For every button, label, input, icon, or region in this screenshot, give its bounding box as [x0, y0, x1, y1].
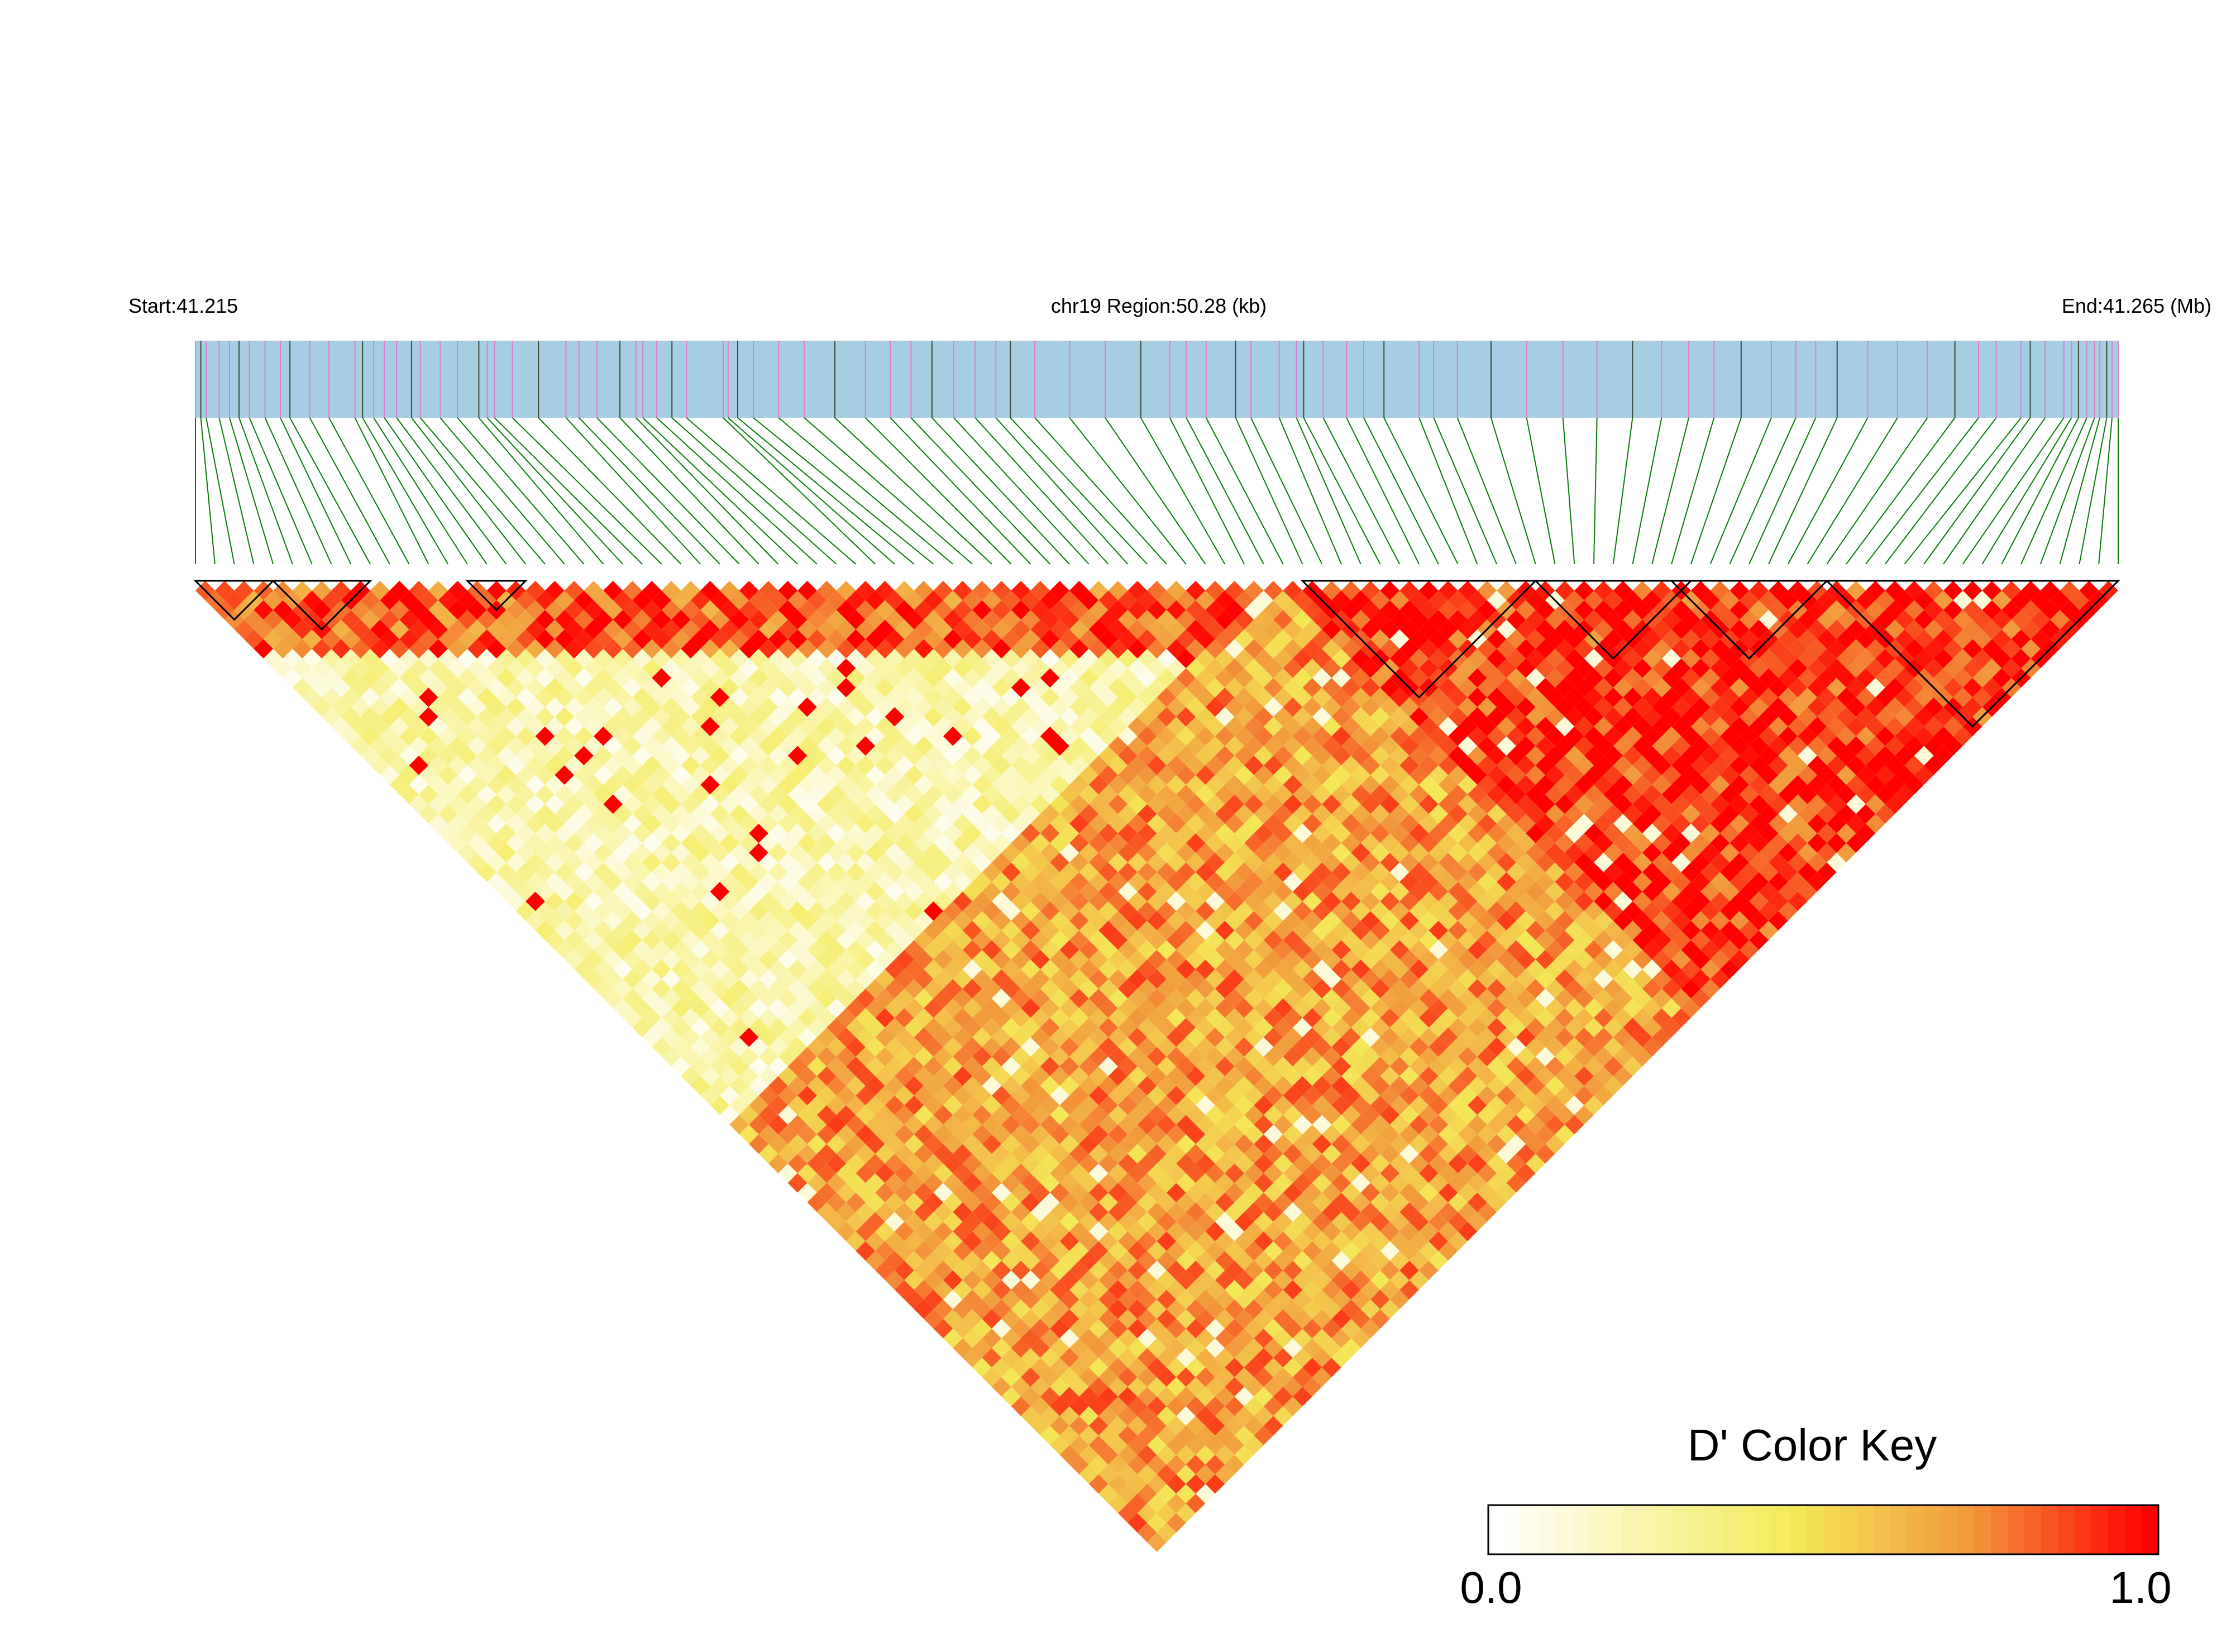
- end-label: End:41.265 (Mb): [2062, 294, 2211, 317]
- start-label: Start:41.215: [128, 294, 238, 317]
- gene-bar: [195, 341, 2118, 418]
- region-label: chr19 Region:50.28 (kb): [1051, 294, 1267, 317]
